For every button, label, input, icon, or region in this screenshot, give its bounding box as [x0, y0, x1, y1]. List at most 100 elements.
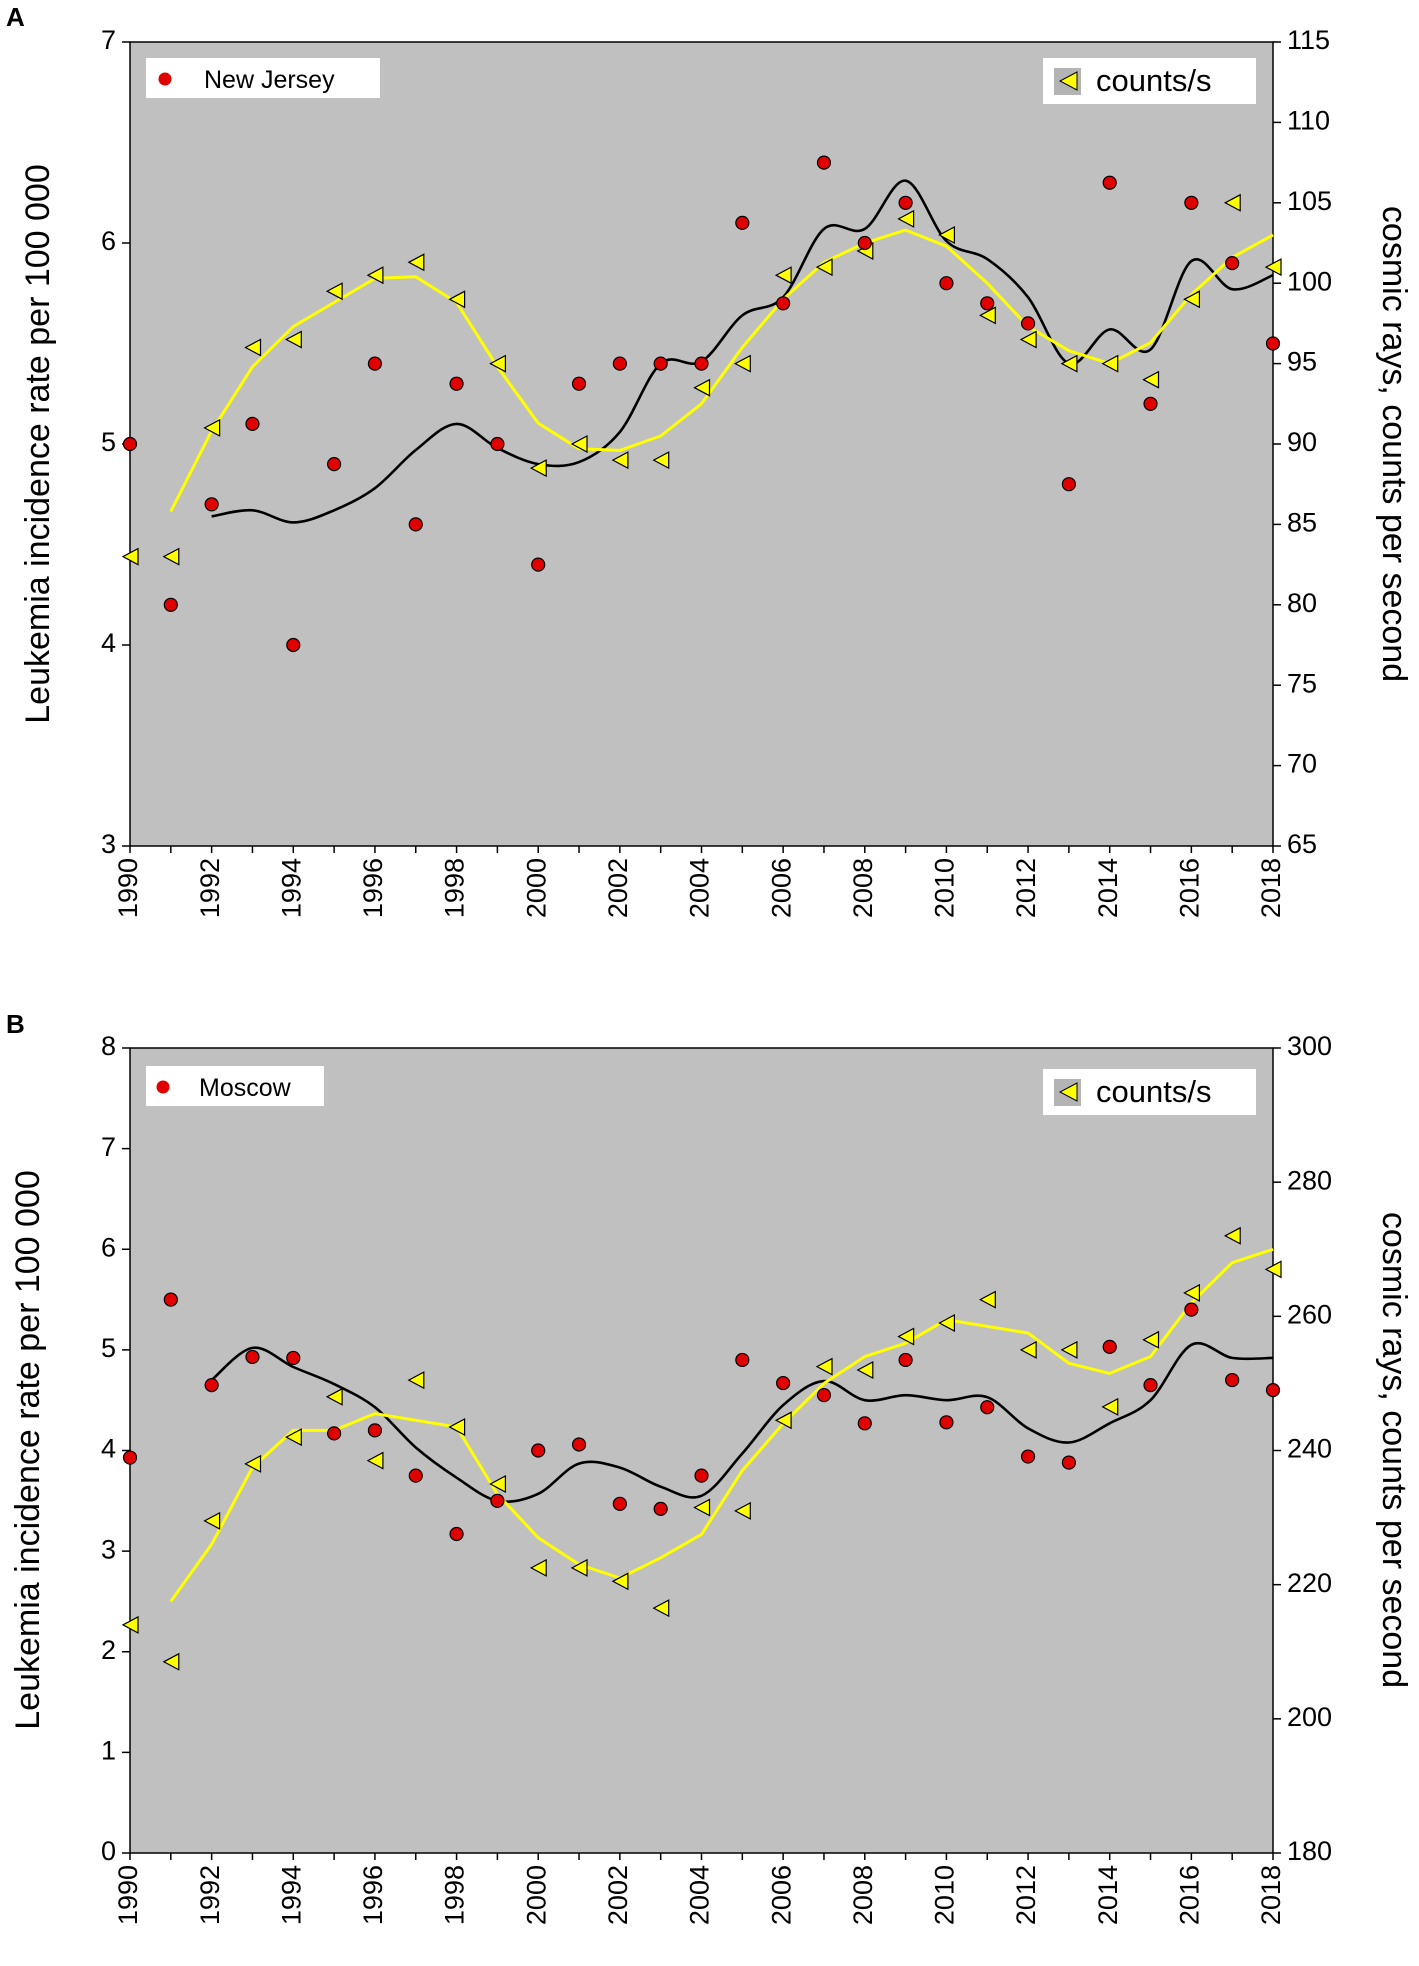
panel-b-cosmic-point	[529, 1558, 547, 1577]
panel-a-cosmic-point	[897, 209, 915, 228]
panel-a-incidence-point	[898, 195, 913, 210]
panel-a-legend-incidence-marker	[158, 72, 172, 86]
panel-a-cosmic-point	[1019, 330, 1037, 349]
panel-b-right-ylabel: cosmic rays, counts per second	[1375, 1212, 1413, 1688]
panel-a-right-tick-label: 65	[1287, 829, 1317, 859]
panel-a-cosmic-point	[734, 354, 751, 373]
panel-a-incidence-point	[939, 276, 954, 291]
panel-b-incidence-point	[1143, 1377, 1158, 1393]
panel-a-x-tick-label: 2006	[766, 858, 796, 918]
panel-b-incidence-point	[571, 1437, 587, 1452]
panel-a-axes: 3 4 5 6 7 65 70 75 80 85 90 95 100 105 110 115 1990 1992 1…	[101, 25, 1332, 918]
panel-a-incidence-point	[571, 376, 587, 391]
panel-b-legend-incidence-label: Moscow	[199, 1074, 292, 1102]
panel-b-left-tick-label: 1	[101, 1736, 116, 1766]
panel-a-x-tick-label: 2002	[603, 858, 633, 918]
panel-a-incidence-point	[286, 637, 301, 653]
panel-a-cosmic-trend-layer	[169, 228, 1274, 513]
panel-b-left-tick-label: 5	[101, 1333, 116, 1363]
panel-b-left-tick-label: 2	[101, 1635, 116, 1665]
panel-a-plot-area	[129, 41, 1274, 847]
panel-a-incidence-point	[612, 356, 627, 371]
panel-b-legend-incidence-marker	[156, 1080, 170, 1094]
panel-a-right-tick-label: 80	[1287, 588, 1317, 618]
panel-a-left-tick-label: 6	[101, 226, 116, 256]
panel-a-cosmic-point	[325, 282, 343, 301]
panel-a-left-ylabel: Leukemia incidence rate per 100 000	[19, 164, 57, 724]
panel-b-cosmic-point	[1264, 1260, 1282, 1279]
panel-a-x-tick-label: 1996	[358, 858, 388, 918]
panel-b-incidence-point	[939, 1415, 954, 1430]
panel-b-left-ylabel: Leukemia incidence rate per 100 000	[9, 1170, 47, 1730]
panel-b-incidence-point	[245, 1349, 260, 1365]
panel-b-cosmic-point	[162, 1652, 180, 1671]
panel-a-cosmic-trend-line	[169, 228, 1274, 513]
panel-a-cosmic-point	[570, 435, 588, 453]
panel-a-right-tick-label: 70	[1287, 749, 1317, 779]
panel-b-cosmic-point	[734, 1501, 751, 1520]
panel-b-incidence-point	[1225, 1372, 1240, 1388]
panel-b-incidence-point	[531, 1443, 546, 1458]
panel-b-cosmic-point	[856, 1361, 874, 1379]
panel-a-cosmic-point	[529, 459, 547, 478]
panel-b-cosmic-point	[652, 1599, 670, 1618]
panel-a-x-tick-label: 2000	[521, 858, 551, 918]
panel-a-left-tick-label: 4	[101, 628, 116, 658]
panel-b-x-tick-label: 2010	[930, 1865, 960, 1925]
panel-a-cosmic-point	[203, 418, 221, 437]
panel-b-right-tick-label: 260	[1287, 1299, 1332, 1329]
panel-b-incidence-point	[694, 1468, 709, 1483]
panel-b-incidence-point	[408, 1468, 423, 1483]
panel-b-incidence-point	[1020, 1449, 1036, 1464]
panel-a-incidence-point	[776, 296, 791, 311]
panel-a-cosmic-point	[1183, 290, 1201, 309]
panel-b-incidence-trend-layer	[210, 1341, 1274, 1504]
panel-b-right-tick-label: 280	[1287, 1165, 1332, 1195]
panel-b-plot-area	[129, 1047, 1274, 1854]
panel-b-right-tick-label: 220	[1287, 1568, 1332, 1598]
panel-a-cosmic-point	[244, 338, 262, 357]
panel-b-cosmic-point	[979, 1290, 996, 1309]
panel-b-x-tick-label: 1996	[358, 1865, 388, 1925]
panel-a-left-tick-label: 3	[101, 829, 116, 859]
panel-b-incidence-point	[857, 1416, 872, 1431]
panel-b-incidence-point	[286, 1350, 301, 1366]
panel-a-cosmic-point	[979, 306, 996, 325]
panel-a-x-tick-label: 1990	[113, 858, 143, 918]
panel-b-incidence-points	[122, 1292, 1281, 1542]
panel-a-right-tick-label: 100	[1287, 266, 1332, 296]
panel-b-cosmic-point	[938, 1314, 956, 1332]
panel-b-incidence-point	[653, 1501, 668, 1516]
panel-b-cosmic-trend-layer	[169, 1247, 1274, 1603]
panel-b-cosmic-point	[570, 1558, 588, 1577]
panel-a-right-tick-label: 105	[1287, 186, 1332, 216]
panel-b-cosmic-point	[1142, 1330, 1160, 1349]
panel-b-cosmic-point	[203, 1511, 221, 1530]
panel-a-incidence-point	[735, 215, 750, 230]
panel-a-incidence-point	[653, 356, 668, 371]
panel-b-x-tick-label: 1990	[113, 1865, 143, 1925]
panel-a-cosmic-point	[121, 547, 139, 566]
panel-b-x-tick-label: 2002	[603, 1865, 633, 1925]
panel-b-cosmic-point	[1223, 1226, 1241, 1245]
panel-a-right-tick-label: 85	[1287, 508, 1317, 538]
panel-a-cosmic-point	[407, 253, 425, 272]
panel-b-incidence-point	[490, 1493, 505, 1508]
panel-a-right-tick-label: 75	[1287, 668, 1317, 698]
panel-a-incidence-point	[245, 416, 260, 431]
panel-a-cosmic-point	[285, 330, 302, 349]
panel-a-letter: A	[6, 2, 25, 32]
panel-b-incidence-point	[367, 1423, 383, 1438]
panel-b-incidence-point	[1102, 1339, 1117, 1354]
panel-a-incidence-point	[204, 497, 219, 512]
panel-b-cosmic-point	[1183, 1283, 1201, 1302]
panel-b-incidence-trend-line	[210, 1341, 1274, 1504]
panel-b-incidence-point	[204, 1377, 219, 1393]
panel-b-cosmic-point	[897, 1327, 915, 1346]
panel-a-cosmic-point	[448, 290, 466, 309]
panel-b-letter: B	[6, 1009, 25, 1039]
panel-b-axes: 0 1 2 3 4 5 6 7 8 180 200 220 240 260 280 300 1990 1992 19…	[101, 1031, 1332, 1925]
panel-b-x-tick-label: 2014	[1093, 1865, 1123, 1925]
panel-b-cosmic-point	[448, 1418, 466, 1436]
panel-a-right-ylabel: cosmic rays, counts per second	[1375, 206, 1413, 682]
